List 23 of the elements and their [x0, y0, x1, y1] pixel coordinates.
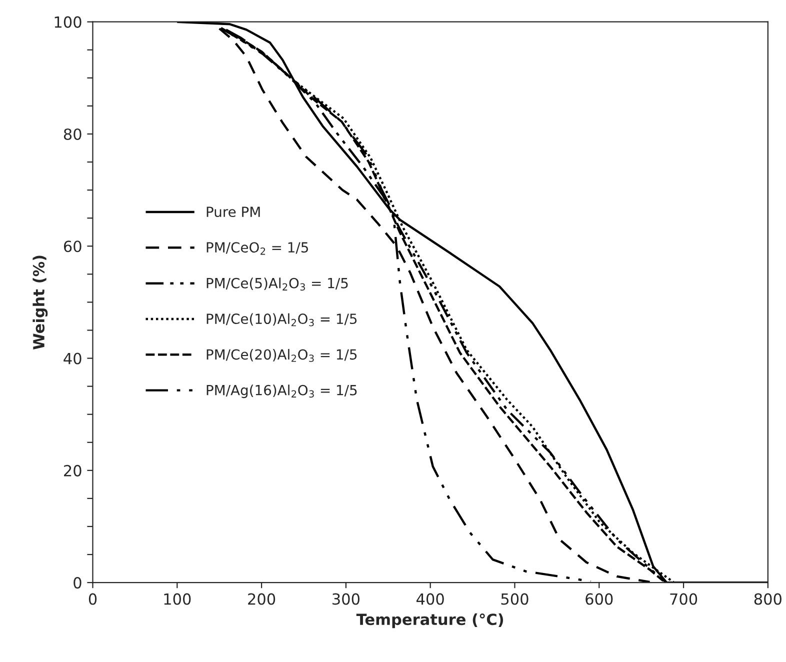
legend-label: PM/Ce(5)Al$_{2}$O$_{3}$ = 1/5 — [206, 278, 348, 291]
y-axis-title: Weight (%) — [32, 256, 48, 350]
y-tick-label: 60 — [64, 240, 82, 252]
x-tick-label: 600 — [586, 593, 613, 605]
x-tick-label: 800 — [754, 593, 782, 605]
legend-label: PM/CeO$_{2}$ = 1/5 — [206, 242, 308, 255]
y-tick-label: 0 — [74, 577, 82, 589]
x-tick-label: 200 — [248, 593, 276, 605]
legend-label: Pure PM — [206, 206, 260, 218]
legend-label: PM/Ce(20)Al$_{2}$O$_{3}$ = 1/5 — [206, 348, 357, 362]
x-tick-label: 100 — [164, 593, 191, 605]
y-tick-label: 20 — [64, 464, 82, 476]
x-tick-label: 500 — [501, 593, 528, 605]
y-tick-label: 100 — [54, 16, 82, 28]
legend-label: PM/Ce(10)Al$_{2}$O$_{3}$ = 1/5 — [206, 313, 357, 326]
y-tick-label: 80 — [64, 128, 82, 140]
x-tick-label: 0 — [88, 593, 97, 605]
x-tick-label: 400 — [416, 593, 444, 605]
legend-label: PM/Ag(16)Al$_{2}$O$_{3}$ = 1/5 — [206, 384, 357, 398]
y-tick-label: 40 — [64, 352, 82, 364]
x-tick-label: 700 — [670, 593, 698, 605]
x-axis-title: Temperature (°C) — [356, 613, 504, 628]
x-tick-label: 300 — [332, 593, 360, 605]
